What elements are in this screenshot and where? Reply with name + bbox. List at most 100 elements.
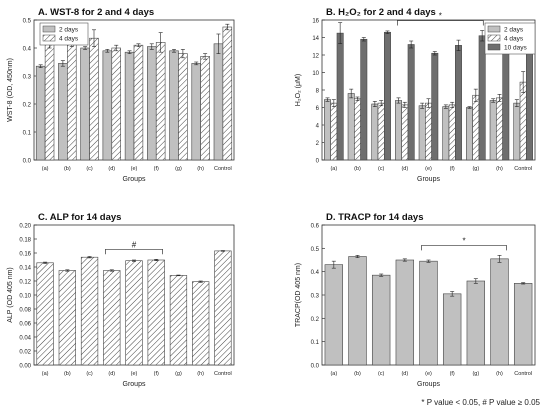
- panel2-xtick-label: (b): [354, 166, 361, 172]
- panel2-xtick-label: (c): [378, 166, 385, 172]
- panel2-significance-bracket: [397, 20, 484, 26]
- panel3-xtick-label: (d): [108, 371, 115, 377]
- panel2-bar: [384, 31, 391, 161]
- panel2-bar: [489, 100, 497, 161]
- panel3-ytick-label: 0.14: [19, 266, 31, 272]
- panel3-bar: [36, 262, 54, 366]
- panel2-bar: [324, 99, 331, 161]
- panel3-ytick-label: 0.00: [19, 364, 31, 370]
- panel3-ytick-label: 0.06: [19, 322, 31, 328]
- panel1-bar: [169, 50, 179, 161]
- panel4-bar: [324, 264, 344, 366]
- panel1-bar: [213, 43, 224, 161]
- panel2-bar: [442, 106, 450, 161]
- panel3-xtick-label: (e): [131, 371, 138, 377]
- panel2-bar: [330, 102, 338, 161]
- panel1-xtick-label: (f): [154, 166, 159, 172]
- panel2-xtick-label: (d): [401, 166, 408, 172]
- panel2-significance-mark: *: [439, 12, 442, 21]
- panel3-ytick-label: 0.08: [19, 308, 31, 314]
- panel1-legend-label: 2 days: [59, 27, 79, 34]
- panel2-ytick-label: 8: [316, 89, 320, 95]
- panel2-xtick-label: (h): [496, 166, 503, 172]
- panel2-ytick-label: 14: [312, 36, 319, 42]
- panel2-legend-swatch: [487, 43, 501, 51]
- panel2-bar: [472, 94, 480, 161]
- panel3-bar: [103, 270, 121, 366]
- panel2-legend-swatch: [487, 25, 501, 33]
- panel3-xtick-label: (h): [197, 371, 204, 377]
- panel3-bar: [192, 281, 210, 366]
- panel3-ytick-label: 0.10: [19, 294, 31, 300]
- panel3-bar: [169, 275, 188, 366]
- panel2-xtick-label: (g): [472, 166, 479, 172]
- panel4-title: D. TRACP for 14 days: [326, 212, 424, 223]
- panel2-xtick-label: (e): [425, 166, 432, 172]
- panel1-bar: [191, 63, 201, 161]
- panel3-ytick-label: 0.16: [19, 252, 31, 258]
- panel1-xtick-label: (e): [131, 166, 138, 172]
- panel4-xtick-label: (f): [450, 371, 455, 377]
- panel1-bar: [124, 51, 135, 161]
- panel4-xtick-label: (a): [330, 371, 337, 377]
- panel1-bar: [35, 65, 46, 161]
- panel3-xtick-label: Control: [214, 371, 232, 377]
- panel1-xtick-label: (c): [86, 166, 93, 172]
- panel2-ylabel: H₂O₂ (μM): [295, 74, 302, 106]
- panel4-xtick-label: (b): [354, 371, 361, 377]
- panel2-bar: [455, 45, 462, 161]
- panel4-bar: [348, 256, 367, 366]
- panel3-bar: [125, 260, 143, 366]
- panel2-xtick-label: Control: [514, 166, 532, 172]
- panel3-xtick-label: (g): [175, 371, 182, 377]
- panel1-ytick-label: 0.3: [23, 75, 32, 81]
- panel1-bar: [67, 42, 77, 161]
- panel1-ytick-label: 0.4: [23, 47, 32, 53]
- panel3-xtick-label: (c): [86, 371, 93, 377]
- panel3-xlabel: Groups: [123, 381, 146, 388]
- panel2-bar: [431, 52, 439, 161]
- panel4-ylabel: TRACP(OD 405 nm): [295, 263, 302, 327]
- panel2-bar: [526, 37, 533, 161]
- panel3-ytick-label: 0.12: [19, 280, 31, 286]
- panel4-ytick-label: 0.4: [311, 270, 320, 276]
- panel3-significance-bracket: [105, 248, 163, 255]
- panel3-bar: [58, 270, 76, 366]
- panel2-bar: [418, 105, 426, 161]
- panel2-bar: [466, 107, 473, 161]
- panel2-bar: [354, 98, 361, 161]
- panel3-ytick-label: 0.18: [19, 238, 31, 244]
- panel2-xtick-label: (f): [450, 166, 455, 172]
- panel4-xtick-label: (d): [401, 371, 408, 377]
- panel4-bar: [371, 274, 391, 366]
- panel3-ytick-label: 0.02: [19, 350, 31, 356]
- panel4-xtick-label: (c): [378, 371, 385, 377]
- panel1-legend-swatch: [42, 25, 56, 33]
- panel2-xtick-label: (a): [330, 166, 337, 172]
- panel1-bar: [102, 50, 113, 161]
- panel1-xtick-label: (b): [64, 166, 71, 172]
- panel4-bar: [490, 258, 509, 366]
- panel4-ytick-label: 0.5: [311, 247, 320, 253]
- panel2-legend-label: 2 days: [504, 27, 524, 34]
- panel2-xlabel: Groups: [417, 176, 440, 183]
- panel3-xtick-label: (f): [154, 371, 159, 377]
- significance-footnote: * P value < 0.05, # P value ≥ 0.05: [421, 398, 540, 407]
- panel1-xtick-label: Control: [214, 166, 232, 172]
- panel2-title: B. H₂O₂ for 2 and 4 days: [326, 7, 436, 18]
- panel1-legend-swatch: [42, 34, 56, 42]
- panel2-legend-label: 4 days: [504, 36, 524, 43]
- panel4-significance-bracket: [421, 244, 507, 251]
- panel2-bar: [407, 44, 415, 161]
- panel4-significance-mark: *: [462, 236, 465, 245]
- panel3-ylabel: ALP (OD 405 nm): [7, 267, 14, 323]
- panel1-xtick-label: (g): [175, 166, 182, 172]
- panel3-xtick-label: (b): [64, 371, 71, 377]
- panel1-bar: [222, 26, 233, 161]
- panel1-xtick-label: (d): [108, 166, 115, 172]
- panel2-bar: [519, 81, 527, 161]
- panel1-bar: [111, 47, 121, 161]
- panel2-bar: [401, 104, 409, 161]
- panel4-xtick-label: (e): [425, 371, 432, 377]
- panel3-ytick-label: 0.20: [19, 224, 31, 230]
